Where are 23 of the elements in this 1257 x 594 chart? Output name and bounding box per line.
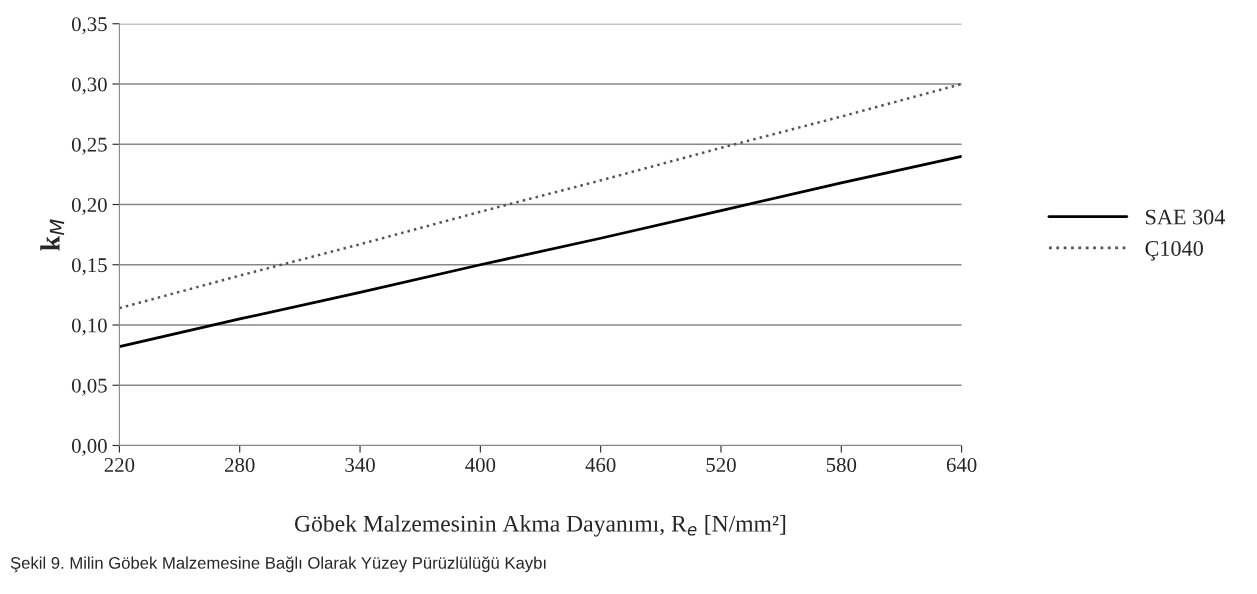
line-series — [119, 82, 962, 310]
y-tick-label: 0,35 — [71, 17, 107, 35]
y-tick-label: 0,20 — [71, 197, 107, 215]
x-tick-label: 400 — [465, 457, 496, 472]
line-series — [119, 154, 962, 349]
y-axis-title: k$_{M}$ — [40, 219, 65, 251]
y-tick-label: 0,30 — [71, 77, 107, 95]
y-tick-label: 0,05 — [71, 378, 107, 396]
y-tick-label: 0,10 — [71, 318, 107, 336]
legend-label: Ç1040 — [1145, 240, 1203, 261]
text: Şekil 9. Milin Göbek Malzemesine Bağlı Olarak Yüzey Pürüzlülüğü Kaybı — [10, 556, 546, 573]
y-tick-label: 0,25 — [71, 137, 107, 155]
x-tick-label: 340 — [345, 457, 375, 472]
x-tick-label: 520 — [706, 457, 736, 472]
x-tick-label: 220 — [104, 457, 135, 472]
x-tick-label: 640 — [946, 457, 977, 472]
legend-label: SAE 304 — [1146, 209, 1226, 225]
x-tick-label: 580 — [826, 457, 857, 472]
y-tick-label: 0,00 — [71, 438, 107, 456]
x-tick-label: 460 — [585, 457, 616, 472]
x-axis-title: Göbek Malzemesinin Akma Dayanımı, R$_{e}$ [N/mm²] — [294, 515, 786, 537]
y-tick-label: 0,15 — [71, 258, 107, 276]
x-tick-label: 280 — [225, 457, 255, 472]
